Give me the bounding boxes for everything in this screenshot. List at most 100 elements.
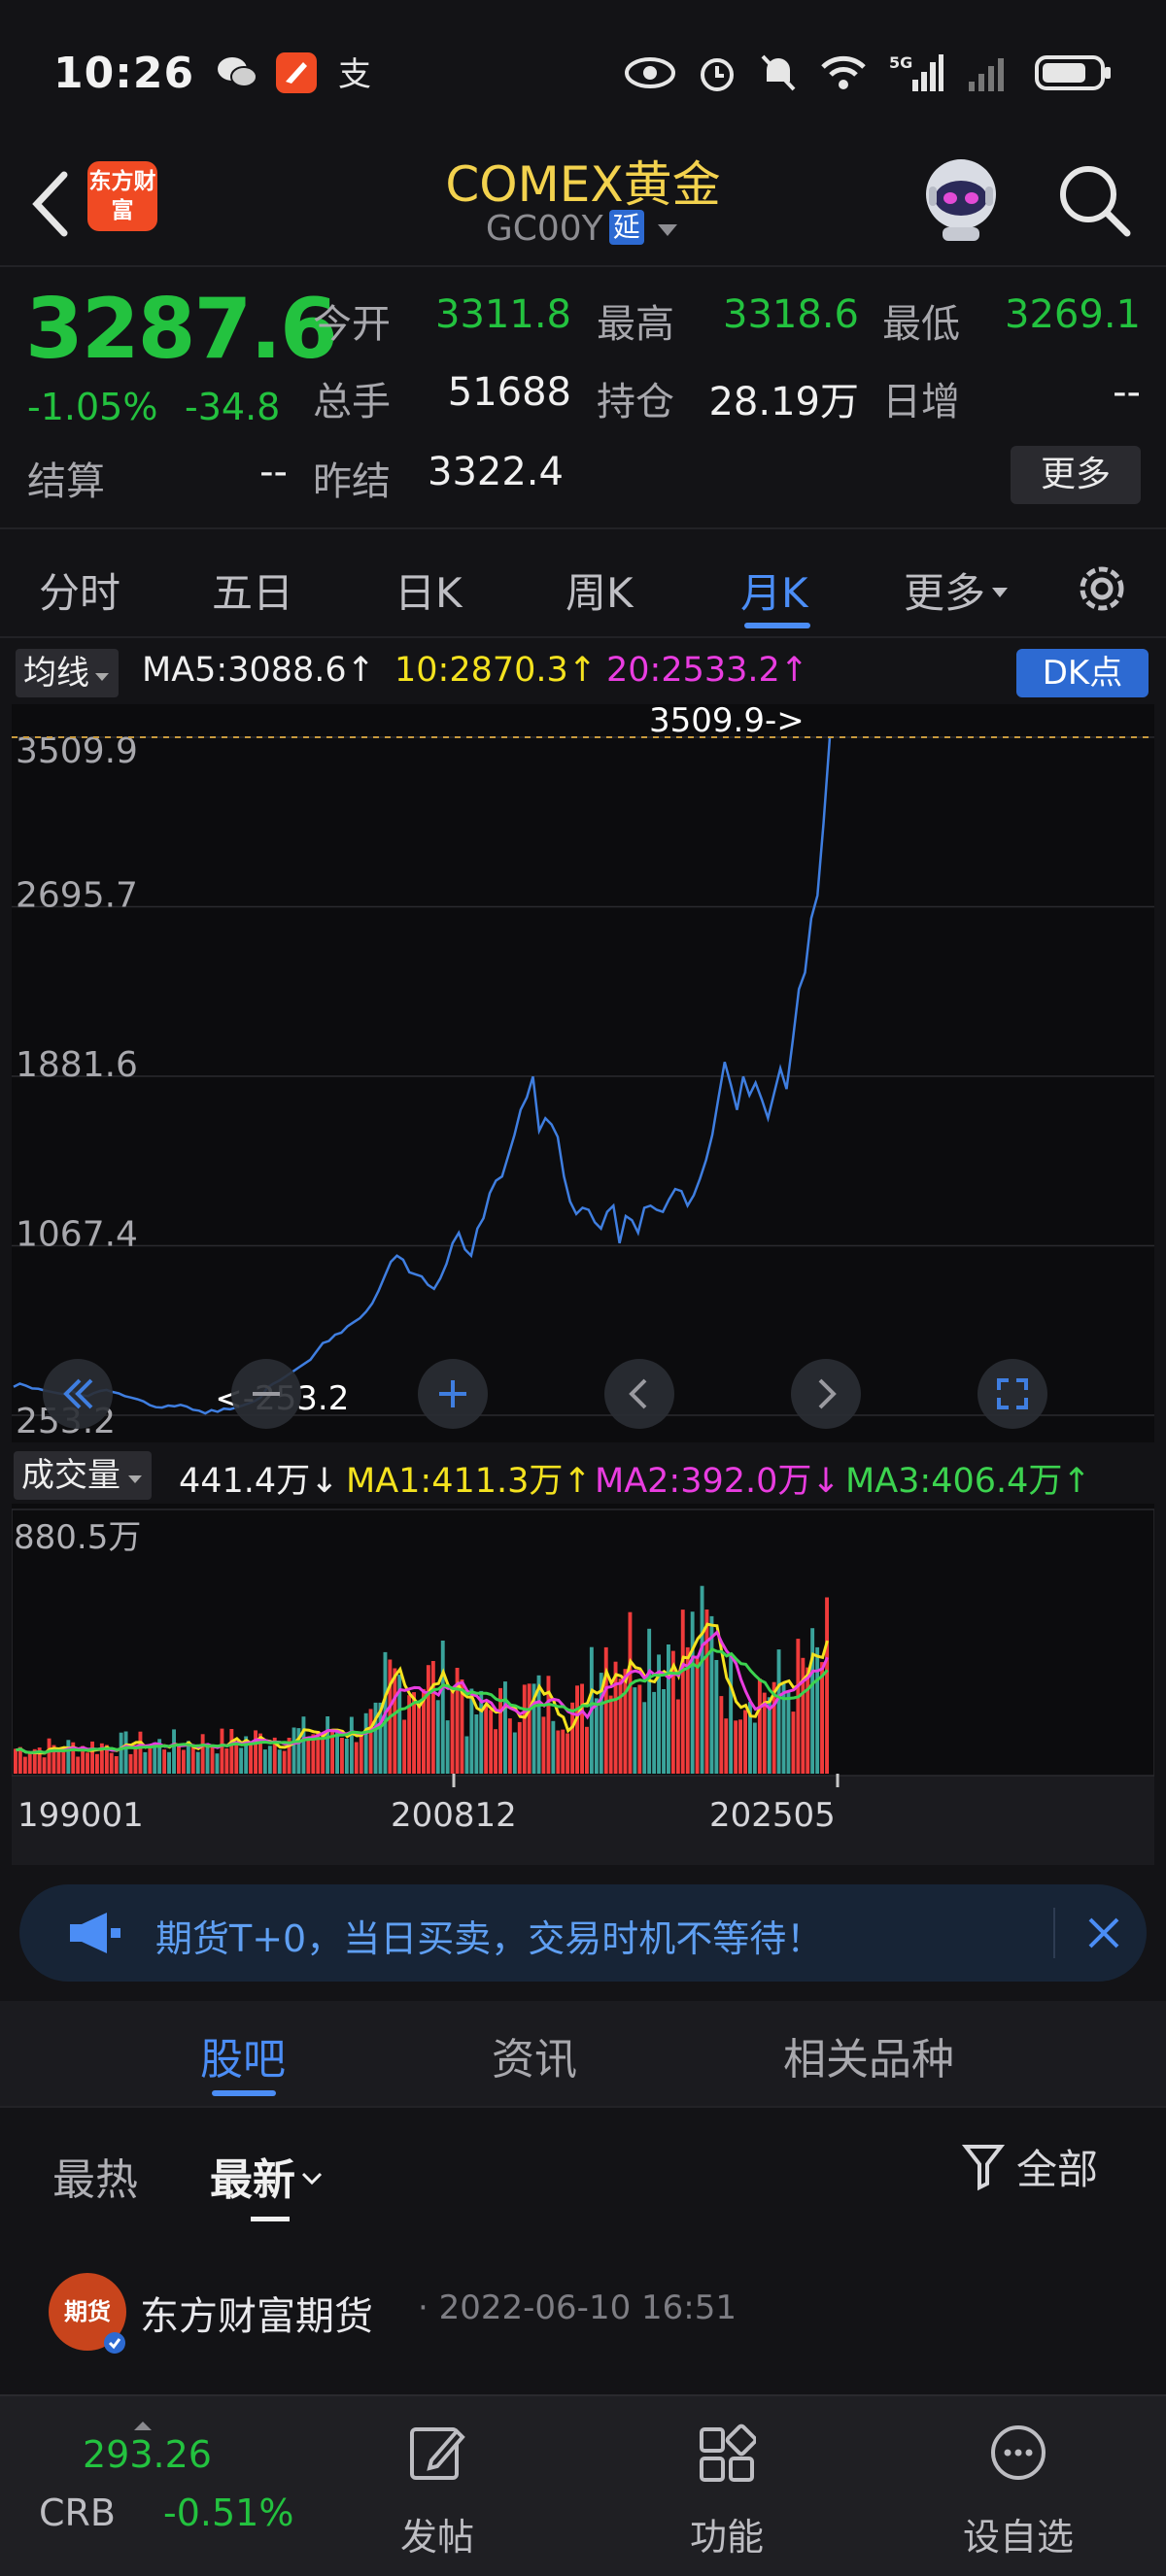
volume-bar [190, 1746, 195, 1774]
fullscreen-icon[interactable] [976, 1357, 1049, 1431]
chevron-down-icon [301, 2172, 323, 2186]
volume-bar [662, 1689, 666, 1774]
brand-logo[interactable]: 东方财富 [87, 161, 157, 231]
more-quote-button[interactable]: 更多 [1011, 446, 1141, 504]
back-button[interactable] [23, 165, 82, 243]
volume-bar [791, 1712, 796, 1774]
volume-bar [56, 1748, 61, 1774]
nav-features[interactable]: 功能 [649, 2422, 805, 2559]
tab-related[interactable]: 相关品种 [783, 2035, 954, 2085]
high-value: 3318.6 [723, 292, 859, 337]
volume-bar [119, 1732, 123, 1774]
volume-bar [368, 1709, 373, 1774]
notification-icons: 支 [216, 52, 375, 93]
tab-forum[interactable]: 股吧 [200, 2035, 286, 2085]
tab-news[interactable]: 资讯 [492, 2035, 577, 2085]
volume-bar [484, 1705, 489, 1774]
volume-bar [71, 1742, 76, 1774]
volume-bar [344, 1739, 349, 1774]
y-tick-label: 2695.7 [16, 876, 138, 916]
volume-bar [181, 1749, 186, 1774]
volume-bar [435, 1700, 440, 1774]
filter-all-button[interactable]: 全部 [962, 2137, 1098, 2195]
volume-bar [695, 1658, 700, 1774]
volume-chart[interactable]: 880.5万 199001 200812 202505 [11, 1504, 1155, 1865]
tab-more-periods[interactable]: 更多 [904, 560, 1011, 620]
volume-dropdown-label: 成交量 [21, 1456, 120, 1495]
svg-text:5G: 5G [889, 53, 912, 72]
volume-bar [143, 1751, 148, 1774]
volume-ma3-line [16, 1647, 829, 1754]
volume-bar [51, 1745, 56, 1774]
volume-bar [277, 1749, 282, 1774]
alipay-icon: 支 [338, 55, 371, 93]
indicator-dropdown[interactable]: 均线 [16, 649, 119, 697]
volume-bar [724, 1718, 729, 1774]
assistant-robot-button[interactable] [915, 153, 1007, 243]
volume-bar [704, 1610, 709, 1774]
volume-bar [618, 1678, 623, 1774]
volume-bar [719, 1696, 724, 1774]
post-author[interactable]: 东方财富期货 [140, 2294, 373, 2339]
filter-latest[interactable]: 最新 [210, 2145, 325, 2207]
chart-settings-button[interactable] [1072, 559, 1132, 619]
volume-bar [738, 1719, 742, 1774]
dk-point-button[interactable]: DK点 [1016, 649, 1149, 697]
avatar[interactable]: 期货 [49, 2273, 126, 2351]
zoom-in-icon[interactable] [416, 1357, 490, 1431]
search-button[interactable] [1055, 161, 1133, 239]
bottom-nav: 293.26 CRB -0.51% 发帖 功能 设自选 [0, 2394, 1166, 2576]
volume-ma3: MA3:406.4万↑ [845, 1462, 1091, 1501]
scroll-left-icon[interactable] [602, 1357, 676, 1431]
tab-daily-k[interactable]: 日K [394, 569, 463, 617]
volume-bar [776, 1649, 781, 1774]
settle-label: 结算 [27, 459, 105, 504]
volume-bar [806, 1667, 810, 1774]
robot-icon [926, 159, 996, 241]
volume-bar [772, 1681, 776, 1774]
volume-bar [652, 1691, 657, 1774]
volume-bar [667, 1644, 670, 1774]
list-item[interactable]: 期货 东方财富期货 · 2022-06-10 16:51 [0, 2263, 1166, 2380]
volume-bar [239, 1747, 244, 1774]
volume-bar [373, 1702, 378, 1774]
volume-max-tick: 880.5万 [14, 1518, 141, 1557]
nav-add-watchlist[interactable]: 设自选 [941, 2422, 1096, 2559]
volume-bar [267, 1746, 272, 1774]
volume-bar [412, 1692, 416, 1774]
crb-index-ticker[interactable]: 293.26 CRB -0.51% [39, 2422, 301, 2550]
zoom-out-icon[interactable] [229, 1357, 303, 1431]
volume-bar [363, 1712, 368, 1774]
period-tabs: 分时 五日 日K 周K 月K 更多 [0, 531, 1166, 638]
instrument-code-selector[interactable]: GC00Y 延 [0, 209, 1166, 249]
prev-settle-label: 昨结 [313, 459, 391, 504]
caret-down-icon [992, 588, 1009, 597]
quote-panel: 3287.6 -1.05% -34.8 今开 3311.8 最高 3318.6 … [0, 269, 1166, 529]
volume-bar [489, 1710, 494, 1774]
tab-weekly-k[interactable]: 周K [566, 569, 634, 617]
volume-bar [474, 1714, 479, 1774]
close-banner-button[interactable] [1075, 1904, 1133, 1962]
volume-bar [393, 1668, 397, 1774]
volume-bar [229, 1729, 234, 1774]
filter-hot[interactable]: 最热 [52, 2155, 138, 2205]
megaphone-icon [70, 1913, 120, 1953]
promo-banner[interactable]: 期货T+0，当日买卖，交易时机不等待！ [19, 1884, 1147, 1982]
change-amount: -34.8 [185, 386, 281, 428]
scroll-left-fast-icon[interactable] [41, 1357, 115, 1431]
volume-bar [17, 1746, 22, 1774]
scroll-right-icon[interactable] [789, 1357, 863, 1431]
volume-bar [657, 1654, 661, 1774]
volume-bar [566, 1733, 570, 1774]
filter-all-label: 全部 [1016, 2145, 1099, 2193]
volume-bar [335, 1731, 339, 1774]
crb-change: -0.51% [163, 2491, 294, 2534]
nav-post[interactable]: 发帖 [360, 2422, 515, 2559]
tab-monthly-k[interactable]: 月K [740, 569, 808, 617]
tab-five-day[interactable]: 五日 [212, 569, 294, 617]
header: 东方财富 COMEX黄金 GC00Y 延 [0, 146, 1166, 267]
volume-indicator-dropdown[interactable]: 成交量 [14, 1451, 152, 1500]
tab-intraday[interactable]: 分时 [39, 569, 121, 617]
caret-down-icon [128, 1475, 142, 1483]
